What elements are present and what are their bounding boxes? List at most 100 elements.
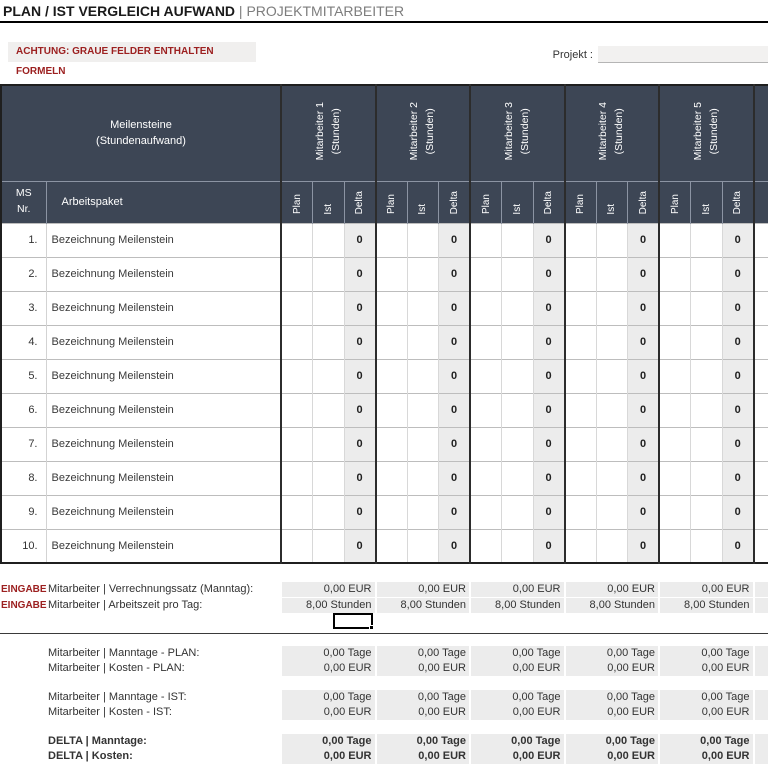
plan-cell[interactable]	[469, 222, 502, 257]
plan-cell[interactable]	[374, 290, 408, 325]
value-cell[interactable]: 0,00 EUR	[565, 705, 658, 720]
value-cell[interactable]: 0,00 Tage	[282, 646, 375, 661]
value-cell[interactable]: 0,00 EUR	[376, 749, 469, 764]
value-cell[interactable]: 0,00 EUR	[376, 705, 469, 720]
milestone-nr-cell[interactable]: 9.	[1, 494, 46, 529]
plan-cell[interactable]	[658, 392, 691, 427]
ist-cell[interactable]	[595, 324, 628, 359]
value-cell[interactable]: 0,00 Tage	[376, 734, 469, 749]
value-cell[interactable]: 8,00 Stunden	[660, 598, 753, 613]
plan-cell[interactable]	[374, 494, 408, 529]
ist-cell[interactable]	[501, 358, 534, 393]
fill-handle[interactable]	[369, 625, 374, 630]
value-cell[interactable]: 0,00 EUR	[660, 749, 753, 764]
value-cell[interactable]: 8,00 Stunden	[565, 598, 658, 613]
ist-cell[interactable]	[690, 290, 723, 325]
value-cell[interactable]: 0,00 Tage	[565, 646, 658, 661]
delta-cell[interactable]: 0	[438, 290, 471, 325]
ist-cell[interactable]	[406, 358, 439, 393]
delta-cell[interactable]: 0	[721, 222, 754, 257]
ist-cell[interactable]	[501, 494, 534, 529]
value-cell[interactable]: 0,00 EUR	[471, 705, 564, 720]
value-cell[interactable]: 0,00 Tage	[282, 690, 375, 705]
value-cell[interactable]: 0,00 Tage	[660, 734, 753, 749]
milestone-name-cell[interactable]: Bezeichnung Meilenstein	[45, 324, 281, 359]
plan-cell[interactable]	[374, 222, 408, 257]
value-cell[interactable]: 8,00 Stunden	[376, 598, 469, 613]
plan-cell[interactable]	[374, 358, 408, 393]
delta-cell[interactable]: 0	[438, 392, 471, 427]
plan-cell[interactable]	[563, 426, 597, 461]
delta-cell[interactable]: 0	[343, 256, 376, 291]
plan-cell[interactable]	[658, 528, 691, 563]
ist-cell[interactable]	[406, 460, 439, 495]
ist-cell[interactable]	[690, 528, 723, 563]
ist-cell[interactable]	[406, 290, 439, 325]
ist-cell[interactable]	[312, 290, 344, 325]
ist-cell[interactable]	[595, 460, 628, 495]
ist-cell[interactable]	[501, 528, 534, 563]
plan-cell[interactable]	[658, 358, 691, 393]
value-cell[interactable]: 0,00 EUR	[282, 705, 375, 720]
ist-cell[interactable]	[312, 392, 344, 427]
plan-cell[interactable]	[658, 460, 691, 495]
delta-cell[interactable]: 0	[343, 324, 376, 359]
plan-cell[interactable]	[563, 256, 597, 291]
milestone-nr-cell[interactable]: 7.	[1, 426, 46, 461]
delta-cell[interactable]: 0	[721, 426, 754, 461]
milestone-name-cell[interactable]: Bezeichnung Meilenstein	[45, 528, 281, 563]
delta-cell[interactable]: 0	[627, 460, 660, 495]
value-cell[interactable]: 8,00 Stunden	[282, 598, 375, 613]
active-cell-cursor[interactable]	[333, 613, 374, 630]
ist-cell[interactable]	[312, 426, 344, 461]
delta-cell[interactable]: 0	[438, 426, 471, 461]
plan-cell[interactable]	[563, 392, 597, 427]
delta-cell[interactable]: 0	[532, 460, 565, 495]
value-cell[interactable]: 0,00 Tage	[660, 646, 753, 661]
milestone-nr-cell[interactable]: 4.	[1, 324, 46, 359]
value-cell[interactable]: 0,00 EUR	[376, 661, 469, 676]
value-cell[interactable]: 0,00 EUR	[565, 749, 658, 764]
ist-cell[interactable]	[595, 528, 628, 563]
delta-cell[interactable]: 0	[627, 222, 660, 257]
milestone-nr-cell[interactable]: 6.	[1, 392, 46, 427]
value-cell[interactable]: 0,00 Tage	[376, 646, 469, 661]
delta-cell[interactable]: 0	[721, 290, 754, 325]
delta-cell[interactable]: 0	[627, 494, 660, 529]
value-cell[interactable]: 0,00 EUR	[471, 582, 564, 597]
ist-cell[interactable]	[406, 528, 439, 563]
ist-cell[interactable]	[312, 324, 344, 359]
delta-cell[interactable]: 0	[532, 494, 565, 529]
plan-cell[interactable]	[563, 460, 597, 495]
ist-cell[interactable]	[501, 426, 534, 461]
value-cell[interactable]: 0,00 EUR	[282, 582, 375, 597]
ist-cell[interactable]	[312, 460, 344, 495]
value-cell[interactable]: 0,00 EUR	[660, 582, 753, 597]
plan-cell[interactable]	[658, 324, 691, 359]
plan-cell[interactable]	[658, 426, 691, 461]
value-cell[interactable]: 0,00 Tage	[660, 690, 753, 705]
delta-cell[interactable]: 0	[438, 460, 471, 495]
delta-cell[interactable]: 0	[627, 392, 660, 427]
delta-cell[interactable]: 0	[627, 290, 660, 325]
ist-cell[interactable]	[690, 256, 723, 291]
value-cell[interactable]: 0,00 EUR	[660, 705, 753, 720]
delta-cell[interactable]: 0	[627, 528, 660, 563]
delta-cell[interactable]: 0	[438, 222, 471, 257]
plan-cell[interactable]	[563, 222, 597, 257]
plan-cell[interactable]	[469, 324, 502, 359]
plan-cell[interactable]	[374, 528, 408, 563]
plan-cell[interactable]	[563, 494, 597, 529]
value-cell[interactable]: 0,00 Tage	[565, 734, 658, 749]
delta-cell[interactable]: 0	[438, 358, 471, 393]
delta-cell[interactable]: 0	[343, 358, 376, 393]
plan-cell[interactable]	[469, 392, 502, 427]
plan-cell[interactable]	[280, 290, 313, 325]
delta-cell[interactable]: 0	[532, 290, 565, 325]
plan-cell[interactable]	[469, 358, 502, 393]
milestone-name-cell[interactable]: Bezeichnung Meilenstein	[45, 392, 281, 427]
plan-cell[interactable]	[658, 256, 691, 291]
ist-cell[interactable]	[690, 324, 723, 359]
delta-cell[interactable]: 0	[627, 324, 660, 359]
value-cell[interactable]: 0,00 Tage	[471, 690, 564, 705]
